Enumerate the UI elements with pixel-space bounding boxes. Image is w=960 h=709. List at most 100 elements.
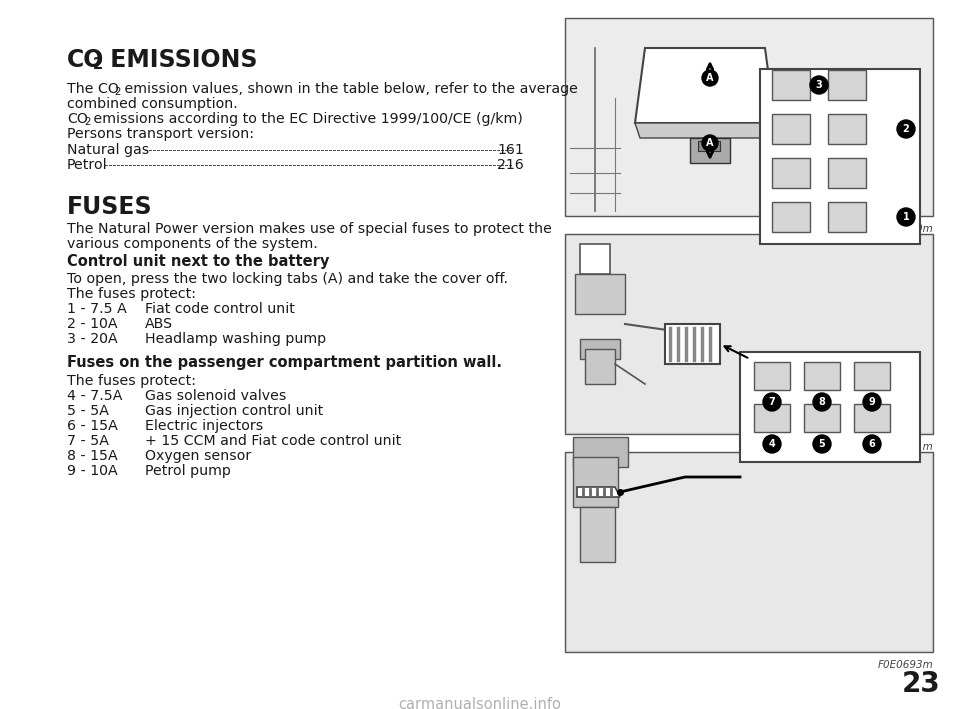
- Text: FUSES: FUSES: [67, 195, 153, 219]
- Text: ABS: ABS: [145, 317, 173, 331]
- Circle shape: [763, 435, 781, 453]
- Bar: [665, 324, 720, 364]
- Bar: [565, 452, 933, 652]
- Circle shape: [763, 393, 781, 411]
- Circle shape: [897, 120, 915, 138]
- Circle shape: [863, 435, 881, 453]
- Bar: [567, 454, 931, 650]
- Text: Gas solenoid valves: Gas solenoid valves: [145, 389, 286, 403]
- Text: Headlamp washing pump: Headlamp washing pump: [145, 332, 326, 346]
- Text: F0E0691m: F0E0691m: [877, 442, 933, 452]
- Circle shape: [813, 435, 831, 453]
- Text: 23: 23: [901, 670, 940, 698]
- Text: emission values, shown in the table below, refer to the average: emission values, shown in the table belo…: [120, 82, 578, 96]
- Bar: [804, 362, 840, 390]
- Text: 9 - 10A: 9 - 10A: [67, 464, 118, 478]
- Bar: [828, 114, 866, 144]
- Circle shape: [810, 76, 828, 94]
- Polygon shape: [577, 487, 620, 497]
- Text: The Natural Power version makes use of special fuses to protect the: The Natural Power version makes use of s…: [67, 222, 552, 236]
- Text: To open, press the two locking tabs (A) and take the cover off.: To open, press the two locking tabs (A) …: [67, 272, 508, 286]
- Bar: [780, 100, 800, 118]
- Bar: [854, 362, 890, 390]
- Text: F0E0560m: F0E0560m: [877, 224, 933, 234]
- Text: Fuses on the passenger compartment partition wall.: Fuses on the passenger compartment parti…: [67, 355, 502, 370]
- Text: 1 - 7.5 A: 1 - 7.5 A: [67, 302, 127, 316]
- Text: 4 - 7.5A: 4 - 7.5A: [67, 389, 122, 403]
- Text: 8 - 15A: 8 - 15A: [67, 449, 118, 463]
- Bar: [854, 404, 890, 432]
- Text: Fiat code control unit: Fiat code control unit: [145, 302, 295, 316]
- Text: Control unit next to the battery: Control unit next to the battery: [67, 254, 329, 269]
- Text: 216: 216: [497, 158, 524, 172]
- Text: + 15 CCM and Fiat code control unit: + 15 CCM and Fiat code control unit: [145, 434, 401, 448]
- Text: 5 - 5A: 5 - 5A: [67, 404, 108, 418]
- Bar: [754, 362, 790, 390]
- Circle shape: [897, 208, 915, 226]
- Bar: [754, 404, 790, 432]
- Text: CO: CO: [67, 112, 88, 126]
- Bar: [772, 158, 810, 188]
- Polygon shape: [690, 138, 730, 163]
- Text: 9: 9: [869, 397, 876, 407]
- Text: The fuses protect:: The fuses protect:: [67, 287, 196, 301]
- Text: A: A: [707, 138, 713, 148]
- Bar: [565, 234, 933, 434]
- Text: 5: 5: [819, 439, 826, 449]
- Bar: [580, 339, 620, 359]
- Circle shape: [863, 393, 881, 411]
- Text: 2: 2: [114, 87, 120, 97]
- Bar: [698, 141, 720, 151]
- Text: 4: 4: [769, 439, 776, 449]
- Text: Electric injectors: Electric injectors: [145, 419, 263, 433]
- Bar: [573, 457, 618, 507]
- Bar: [828, 158, 866, 188]
- Text: 6: 6: [869, 439, 876, 449]
- Text: 3 - 20A: 3 - 20A: [67, 332, 118, 346]
- Bar: [805, 88, 820, 113]
- Text: F0E0693m: F0E0693m: [877, 660, 933, 670]
- Text: Gas injection control unit: Gas injection control unit: [145, 404, 324, 418]
- Text: 6 - 15A: 6 - 15A: [67, 419, 118, 433]
- Bar: [567, 20, 931, 214]
- Bar: [772, 114, 810, 144]
- Text: 161: 161: [497, 143, 524, 157]
- Text: Petrol: Petrol: [67, 158, 108, 172]
- Bar: [580, 507, 615, 562]
- Text: 2: 2: [902, 124, 909, 134]
- Bar: [573, 437, 628, 467]
- Bar: [740, 352, 920, 462]
- Text: carmanualsonline.info: carmanualsonline.info: [398, 697, 562, 709]
- Bar: [565, 18, 933, 216]
- Text: Natural gas: Natural gas: [67, 143, 149, 157]
- Text: Petrol pump: Petrol pump: [145, 464, 230, 478]
- Text: 2: 2: [93, 57, 103, 72]
- Circle shape: [702, 70, 718, 86]
- Text: 2 - 10A: 2 - 10A: [67, 317, 117, 331]
- Bar: [760, 69, 920, 244]
- Bar: [580, 244, 610, 274]
- Bar: [804, 404, 840, 432]
- Text: CO: CO: [67, 48, 105, 72]
- Text: 3: 3: [816, 80, 823, 90]
- Bar: [575, 274, 625, 314]
- Text: A: A: [707, 73, 713, 83]
- Polygon shape: [635, 48, 775, 123]
- Text: 1: 1: [902, 212, 909, 222]
- Text: 7 - 5A: 7 - 5A: [67, 434, 108, 448]
- Circle shape: [813, 393, 831, 411]
- Text: combined consumption.: combined consumption.: [67, 97, 238, 111]
- Bar: [772, 202, 810, 232]
- Bar: [828, 202, 866, 232]
- Text: The fuses protect:: The fuses protect:: [67, 374, 196, 388]
- Bar: [585, 349, 615, 384]
- Text: emissions according to the EC Directive 1999/100/CE (g/km): emissions according to the EC Directive …: [89, 112, 523, 126]
- Text: 8: 8: [819, 397, 826, 407]
- Text: EMISSIONS: EMISSIONS: [102, 48, 257, 72]
- Text: 2: 2: [84, 117, 90, 127]
- Text: Oxygen sensor: Oxygen sensor: [145, 449, 252, 463]
- Text: various components of the system.: various components of the system.: [67, 237, 318, 251]
- Bar: [828, 70, 866, 100]
- Text: Persons transport version:: Persons transport version:: [67, 127, 254, 141]
- Polygon shape: [635, 123, 780, 138]
